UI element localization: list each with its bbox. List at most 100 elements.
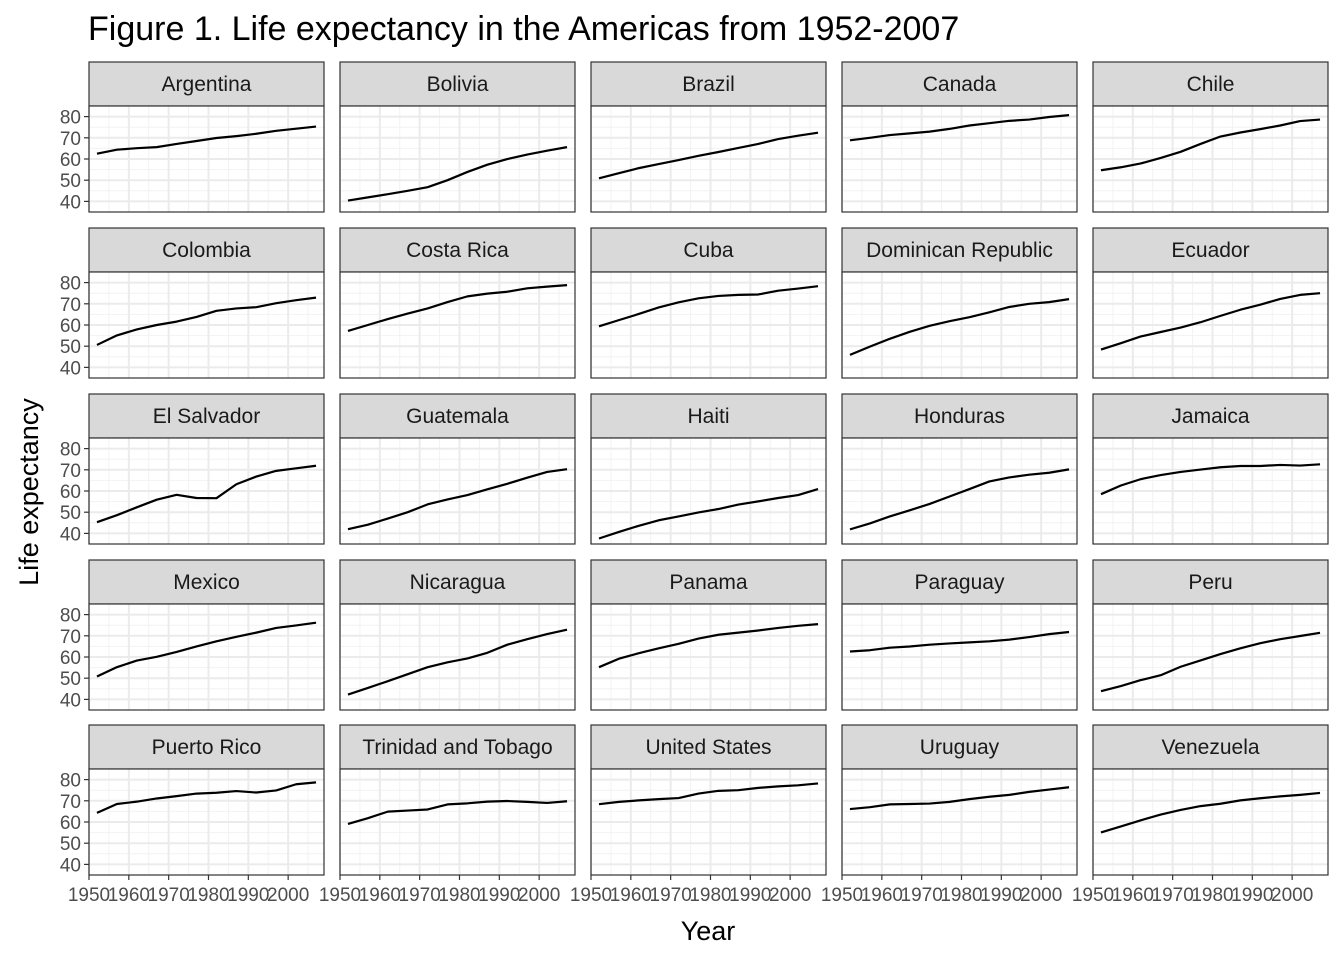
y-tick-label: 60 [60, 150, 81, 171]
y-tick-label: 40 [60, 358, 81, 379]
x-tick-label: 1990 [729, 885, 771, 906]
x-axis-title: Year [681, 916, 736, 946]
strip-background [88, 227, 325, 273]
strip-label: Chile [1187, 73, 1235, 96]
strip-background [88, 393, 325, 439]
strip-label: Bolivia [427, 73, 489, 96]
strip-background [88, 61, 325, 107]
panel-border [841, 603, 1078, 711]
y-tick-label: 70 [60, 129, 81, 150]
panel-border [1092, 437, 1329, 545]
series-line-honduras [849, 468, 1070, 531]
panel-border [590, 768, 827, 876]
panel-panama: Panama [590, 559, 827, 711]
panel-haiti: Haiti [590, 393, 827, 545]
x-tick-label: 2000 [1271, 885, 1313, 906]
strip-label: Haiti [687, 405, 729, 428]
series-line-ecuador [1100, 292, 1321, 351]
y-axis-title: Life expectancy [14, 398, 44, 586]
panel-border [590, 603, 827, 711]
panel-dominican-republic: Dominican Republic [841, 227, 1078, 379]
strip-label: Ecuador [1171, 239, 1249, 262]
strip-label: Puerto Rico [152, 736, 262, 759]
series-line-united-states [598, 782, 819, 806]
panel-honduras: Honduras [841, 393, 1078, 545]
strip-label: Uruguay [920, 736, 1000, 759]
strip-label: Trinidad and Tobago [362, 736, 552, 759]
panel-border [339, 603, 576, 711]
y-tick-label: 50 [60, 503, 81, 524]
panel-border [841, 271, 1078, 379]
x-tick-label: 2000 [518, 885, 560, 906]
panel-border [1092, 603, 1329, 711]
series-line-canada [849, 114, 1070, 142]
panel-bolivia: Bolivia [339, 61, 576, 213]
x-tick-label: 2000 [769, 885, 811, 906]
x-tick-label: 1950 [319, 885, 361, 906]
series-line-paraguay [849, 630, 1070, 653]
panel-ecuador: Ecuador [1092, 227, 1329, 379]
panel-border [841, 105, 1078, 213]
x-tick-label: 1990 [980, 885, 1022, 906]
strip-label: El Salvador [153, 405, 260, 428]
x-tick-label: 1960 [108, 885, 150, 906]
x-tick-label: 1990 [227, 885, 269, 906]
panel-peru: Peru [1092, 559, 1329, 711]
x-tick-label: 1970 [1152, 885, 1194, 906]
strip-label: Venezuela [1161, 736, 1259, 759]
series-line-el-salvador [96, 464, 317, 524]
strip-label: Jamaica [1171, 405, 1250, 428]
strip-background [339, 559, 576, 605]
panel-costa-rica: Costa Rica [339, 227, 576, 379]
strip-background [841, 227, 1078, 273]
panel-border [590, 437, 827, 545]
series-line-venezuela [1100, 791, 1321, 834]
strip-label: Honduras [914, 405, 1005, 428]
strip-background [1092, 559, 1329, 605]
x-tick-label: 1980 [1191, 885, 1233, 906]
y-tick-label: 70 [60, 461, 81, 482]
x-tick-label: 1950 [68, 885, 110, 906]
y-tick-label: 40 [60, 192, 81, 213]
strip-background [590, 393, 827, 439]
y-tick-label: 60 [60, 813, 81, 834]
y-tick-label: 60 [60, 648, 81, 669]
panel-border [841, 437, 1078, 545]
strip-background [88, 724, 325, 770]
series-line-brazil [598, 131, 819, 180]
strip-label: Colombia [162, 239, 251, 262]
strip-label: Panama [669, 571, 748, 594]
x-tick-label: 2000 [1020, 885, 1062, 906]
x-tick-label: 1980 [438, 885, 480, 906]
x-tick-label: 1950 [1072, 885, 1114, 906]
strip-label: Mexico [173, 571, 240, 594]
x-tick-label: 1970 [399, 885, 441, 906]
panel-canada: Canada [841, 61, 1078, 213]
strip-background [339, 61, 576, 107]
x-tick-label: 1960 [359, 885, 401, 906]
strip-background [590, 227, 827, 273]
strip-background [339, 227, 576, 273]
panel-border [590, 271, 827, 379]
x-tick-label: 1960 [861, 885, 903, 906]
y-tick-label: 70 [60, 792, 81, 813]
y-tick-label: 80 [60, 108, 81, 129]
series-line-argentina [96, 125, 317, 155]
series-line-haiti [598, 488, 819, 540]
series-line-trinidad-and-tobago [347, 799, 568, 825]
panel-border [339, 768, 576, 876]
strip-label: Dominican Republic [866, 239, 1053, 262]
x-tick-label: 2000 [267, 885, 309, 906]
strip-label: Peru [1188, 571, 1232, 594]
x-tick-label: 1970 [901, 885, 943, 906]
panel-border [1092, 768, 1329, 876]
x-tick-label: 1980 [689, 885, 731, 906]
y-tick-label: 60 [60, 482, 81, 503]
x-tick-label: 1950 [821, 885, 863, 906]
panel-trinidad-and-tobago: Trinidad and Tobago 195019601970198019902… [319, 724, 576, 906]
strip-background [841, 724, 1078, 770]
strip-label: Nicaragua [410, 571, 506, 594]
